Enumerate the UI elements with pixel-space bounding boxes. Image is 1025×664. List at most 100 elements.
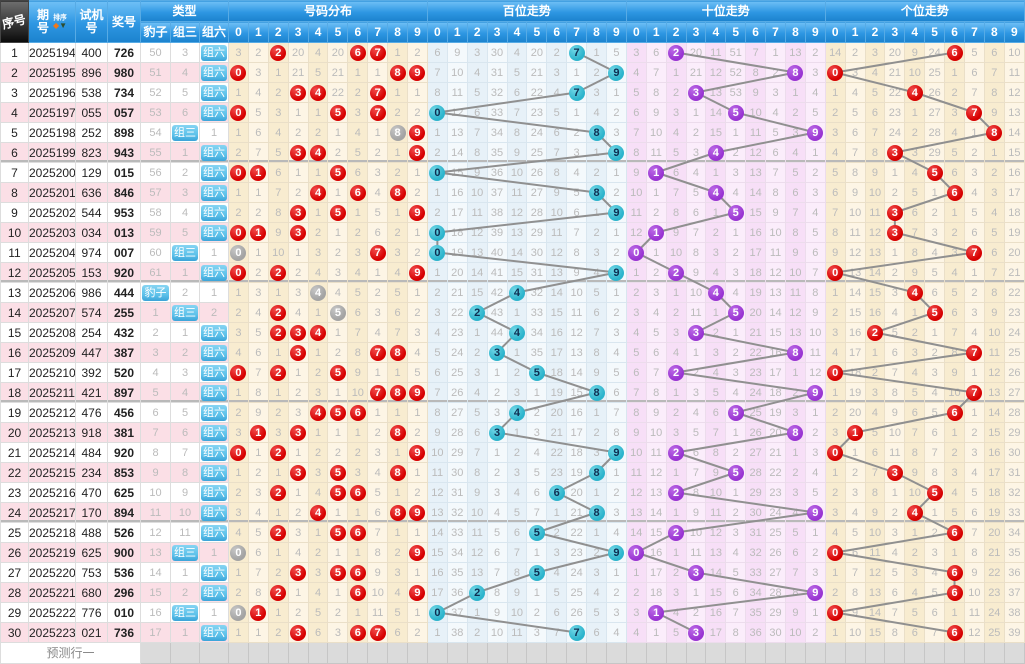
hundreds-cell: 9 — [426, 422, 448, 443]
hundreds-cell: 2 — [586, 222, 607, 243]
dist-cell: 1 — [367, 62, 389, 83]
sort-diamond-icon[interactable]: ◆ — [52, 20, 60, 30]
prediction-empty-cell[interactable] — [705, 642, 727, 664]
test-number-cell: 400 — [75, 42, 108, 63]
tens-cell: 11 — [625, 462, 647, 483]
prediction-empty-cell[interactable] — [884, 642, 906, 664]
hundreds-cell: 43 — [486, 302, 508, 323]
prediction-empty-cell[interactable] — [486, 642, 508, 664]
dist-cell: 8 — [387, 422, 409, 443]
type-col-header: 组六 — [198, 21, 230, 43]
prediction-empty-cell[interactable] — [387, 642, 409, 664]
hundreds-cell: 21 — [546, 422, 568, 443]
prediction-empty-cell[interactable] — [407, 642, 428, 664]
hundreds-cell: 6 — [526, 482, 548, 503]
prediction-empty-cell[interactable] — [844, 642, 866, 664]
prediction-empty-cell[interactable] — [446, 642, 468, 664]
prediction-empty-cell[interactable] — [745, 642, 767, 664]
prediction-empty-cell[interactable] — [247, 642, 269, 664]
prediction-empty-cell[interactable] — [904, 642, 926, 664]
units-cell: 2 — [944, 222, 965, 243]
hundreds-cell: 3 — [605, 602, 627, 623]
hundreds-cell: 1 — [486, 442, 508, 463]
prediction-empty-cell[interactable] — [963, 642, 985, 664]
index-cell: 28 — [0, 582, 29, 603]
table-row: 26 2025219 625 900 13 组三 1 0 6 1 4 2 1 1 8 2 9 15 34 12 6 7 1 3… — [0, 542, 1025, 563]
prediction-empty-cell[interactable] — [645, 642, 667, 664]
prediction-empty-cell[interactable] — [466, 642, 488, 664]
hundreds-cell: 2 — [605, 102, 627, 123]
prediction-empty-cell[interactable] — [605, 642, 627, 664]
prediction-empty-cell[interactable] — [765, 642, 786, 664]
dist-cell: 6 — [387, 622, 409, 643]
hit-circle: 6 — [946, 184, 963, 201]
index-cell: 19 — [0, 402, 29, 423]
digit-col-header-t: 3 — [685, 21, 707, 43]
prediction-empty-cell[interactable] — [685, 642, 707, 664]
sort-down-arrow-icon[interactable]: ▼ — [59, 20, 68, 30]
type-cell-baozi: 6 — [140, 402, 171, 423]
prediction-empty-cell[interactable] — [625, 642, 647, 664]
hundreds-cell: 3 — [506, 382, 528, 403]
hundreds-cell: 35 — [526, 342, 548, 363]
type-hit-badge: 组六 — [201, 324, 228, 341]
dist-cell: 5 — [387, 282, 409, 303]
prediction-empty-cell[interactable] — [665, 642, 687, 664]
units-cell: 37 — [1003, 582, 1025, 603]
prediction-empty-cell[interactable] — [586, 642, 607, 664]
prediction-empty-cell[interactable] — [198, 642, 230, 664]
prediction-row-label[interactable]: 预测行一 — [0, 642, 141, 664]
prediction-empty-cell[interactable] — [804, 642, 826, 664]
prediction-empty-cell[interactable] — [267, 642, 289, 664]
hit-circle: 7 — [369, 344, 386, 361]
prediction-empty-cell[interactable] — [924, 642, 946, 664]
prediction-empty-cell[interactable] — [327, 642, 349, 664]
dist-cell: 1 — [407, 602, 428, 623]
prediction-empty-cell[interactable] — [725, 642, 747, 664]
hundreds-cell: 1 — [586, 142, 607, 163]
hit-circle: 0 — [429, 224, 446, 241]
prediction-empty-cell[interactable] — [983, 642, 1005, 664]
prediction-empty-cell[interactable] — [546, 642, 568, 664]
dist-cell: 1 — [407, 402, 428, 423]
prediction-empty-cell[interactable] — [307, 642, 329, 664]
test-number-cell: 254 — [75, 322, 108, 343]
units-cell: 1 — [844, 422, 866, 443]
tens-cell: 18 — [765, 382, 786, 403]
hundreds-cell: 18 — [546, 362, 568, 383]
dist-cell: 2 — [267, 42, 289, 63]
units-cell: 25 — [983, 622, 1005, 643]
hundreds-cell: 5 — [466, 402, 488, 423]
tens-cell: 21 — [745, 322, 767, 343]
hundreds-cell: 4 — [605, 522, 627, 543]
prediction-empty-cell[interactable] — [228, 642, 249, 664]
prediction-empty-cell[interactable] — [566, 642, 588, 664]
tens-cell: 10 — [784, 262, 806, 283]
test-number-cell: 252 — [75, 122, 108, 143]
index-cell: 22 — [0, 462, 29, 483]
prediction-empty-cell[interactable] — [140, 642, 171, 664]
prediction-empty-cell[interactable] — [784, 642, 806, 664]
type-cell-zusan: 6 — [170, 422, 200, 443]
prediction-empty-cell[interactable] — [367, 642, 389, 664]
dist-cell: 1 — [247, 622, 269, 643]
prize-number-cell: 432 — [107, 322, 141, 343]
prediction-empty-cell[interactable] — [864, 642, 886, 664]
units-cell: 1 — [924, 322, 946, 343]
dist-cell: 2 — [347, 442, 369, 463]
dist-cell: 6 — [347, 562, 369, 583]
prediction-empty-cell[interactable] — [347, 642, 369, 664]
units-cell: 1 — [824, 282, 846, 303]
hit-circle: 3 — [290, 144, 307, 161]
prediction-empty-cell[interactable] — [526, 642, 548, 664]
prediction-empty-cell[interactable] — [1003, 642, 1025, 664]
prediction-empty-cell[interactable] — [170, 642, 200, 664]
prediction-empty-cell[interactable] — [287, 642, 309, 664]
units-cell: 18 — [983, 482, 1005, 503]
prediction-empty-cell[interactable] — [824, 642, 846, 664]
sort-control[interactable]: 排序 ◆▼ — [52, 14, 68, 30]
prediction-empty-cell[interactable] — [426, 642, 448, 664]
prediction-empty-cell[interactable] — [944, 642, 965, 664]
units-cell: 1 — [824, 562, 846, 583]
prediction-empty-cell[interactable] — [506, 642, 528, 664]
